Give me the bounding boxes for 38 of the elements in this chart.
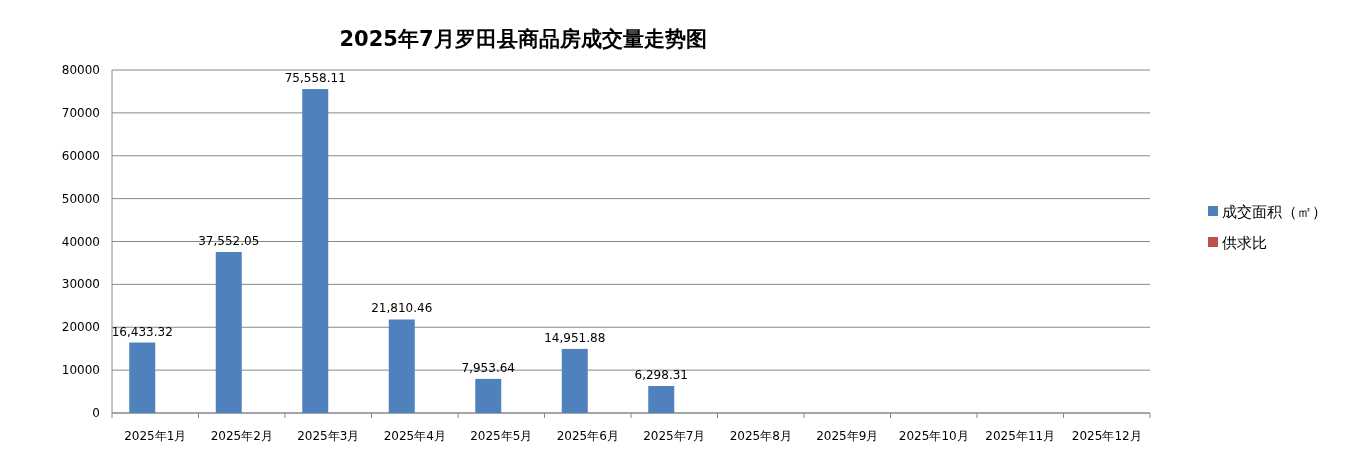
legend-label: 供求比 (1222, 234, 1267, 252)
bar (129, 342, 156, 413)
y-tick-label: 30000 (61, 277, 100, 292)
data-label: 7,953.64 (461, 360, 515, 375)
data-label: 21,810.46 (371, 301, 433, 316)
chart-title: 2025年7月罗田县商品房成交量走势图 (339, 27, 707, 51)
y-tick-label: 10000 (61, 363, 100, 378)
y-tick-label: 70000 (61, 105, 100, 120)
bar (561, 348, 588, 413)
x-tick-label: 2025年11月 (985, 429, 1056, 443)
bar (215, 252, 242, 413)
x-tick-label: 2025年6月 (556, 429, 619, 443)
data-label: 14,951.88 (544, 330, 606, 345)
x-tick-label: 2025年5月 (470, 429, 533, 443)
legend-label: 成交面积（㎡） (1222, 203, 1327, 221)
y-tick-label: 50000 (61, 191, 100, 206)
data-label: 16,433.32 (111, 324, 173, 339)
data-label: 6,298.31 (634, 368, 688, 382)
x-tick-label: 2025年7月 (643, 429, 706, 443)
y-tick-label: 0 (92, 406, 100, 420)
bar (302, 89, 329, 413)
x-tick-label: 2025年4月 (383, 429, 446, 443)
data-label: 75,558.11 (284, 71, 346, 86)
data-label: 37,552.05 (198, 234, 260, 248)
x-tick-label: 2025年8月 (729, 429, 792, 443)
x-tick-label: 2025年2月 (210, 429, 273, 443)
bar (388, 319, 415, 413)
bar (648, 386, 675, 413)
y-tick-label: 60000 (61, 148, 100, 163)
y-tick-label: 20000 (61, 320, 100, 335)
x-tick-label: 2025年9月 (816, 429, 879, 443)
x-tick-label: 2025年3月 (297, 429, 360, 443)
y-tick-label: 80000 (61, 63, 100, 77)
bar (475, 378, 502, 413)
x-tick-label: 2025年1月 (124, 429, 187, 443)
x-tick-label: 2025年12月 (1071, 429, 1142, 443)
y-tick-label: 40000 (61, 234, 100, 249)
x-tick-label: 2025年10月 (898, 429, 969, 443)
